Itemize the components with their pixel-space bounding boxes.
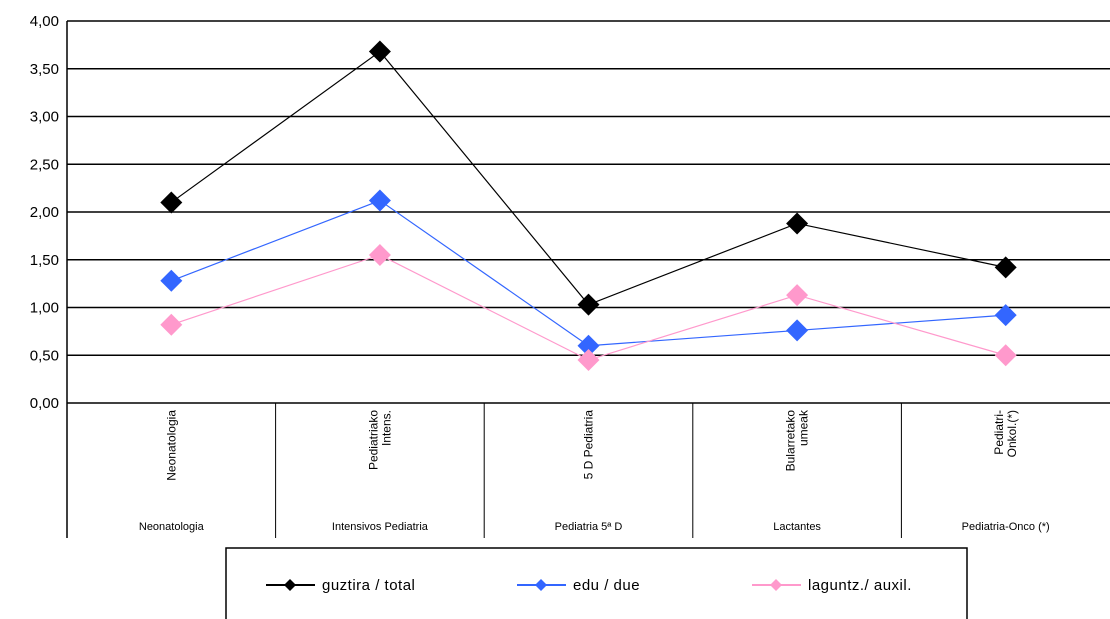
series-line [170,50,1006,306]
category-label-rotated: 5 D Pediatria [582,410,596,480]
series-2 [160,189,1017,357]
gridlines [67,20,1110,404]
category-label: Lactantes [773,521,821,533]
category-label: Intensivos Pediatria [332,521,429,533]
series-line [171,199,1006,347]
data-point-marker [786,212,809,235]
y-tick-label: 2,50 [30,156,59,173]
category-label-line: 5 D Pediatria [582,410,596,480]
category-label-line: Pediatri- [992,410,1006,455]
legend-label: guztira / total [322,577,415,594]
category-label-line: Neonatologia [164,410,178,481]
data-point-marker [160,191,183,214]
legend-marker [535,579,547,591]
legend: guztira / total edu / due laguntz./ auxil. [225,547,968,619]
category-label-rotated: Neonatologia [164,410,178,481]
legend-marker [284,579,296,591]
data-point-marker [994,344,1017,367]
data-point-marker [786,284,809,307]
y-tick-label: 1,00 [30,300,59,317]
data-point-marker [577,349,600,372]
legend-label: edu / due [573,577,640,594]
category-label-line: umeak [797,409,811,446]
category-label-rotated: Pediatri- Onkol.(*) [992,410,1019,457]
data-point-marker [994,256,1017,279]
category-label-rotated: Pediatriako Intens. [366,410,393,470]
y-tick-label: 1,50 [30,252,59,269]
data-series [160,40,1017,372]
category-label-line: Pediatriako [366,410,380,470]
data-point-marker [577,334,600,357]
category-label: Neonatologia [139,521,205,533]
y-tick-label: 0,50 [30,347,59,364]
legend-label: laguntz./ auxil. [808,577,912,594]
y-tick-label: 3,00 [30,109,59,126]
category-label-line: Intens. [379,410,393,446]
data-point-marker [160,313,183,336]
axes [66,21,902,538]
y-tick-label: 0,00 [30,395,59,412]
y-tick-label: 2,00 [30,204,59,221]
series-3 [160,243,1017,372]
data-point-marker [577,293,600,316]
category-label-line: Onkol.(*) [1005,410,1019,457]
legend-marker [770,579,782,591]
data-point-marker [994,304,1017,327]
data-point-marker [368,189,391,212]
category-label-line: Bularretako [784,410,798,472]
legend-item: laguntz./ auxil. [752,577,912,594]
category-label-rotated: Bularretako umeak [784,409,811,471]
data-point-marker [786,319,809,342]
y-tick-label: 3,50 [30,61,59,78]
data-point-marker [160,269,183,292]
category-label: Pediatria-Onco (*) [962,521,1050,533]
data-point-marker [368,243,391,266]
data-point-marker [368,40,391,63]
legend-item: edu / due [517,577,640,594]
category-label: Pediatria 5ª D [555,521,623,533]
series-1 [160,40,1017,316]
y-axis-ticks: 4,00 3,50 3,00 2,50 2,00 1,50 1,00 0,50 0,00 [30,13,59,412]
legend-item: guztira / total [266,577,415,594]
y-tick-label: 4,00 [30,13,59,30]
legend-box [225,547,968,619]
